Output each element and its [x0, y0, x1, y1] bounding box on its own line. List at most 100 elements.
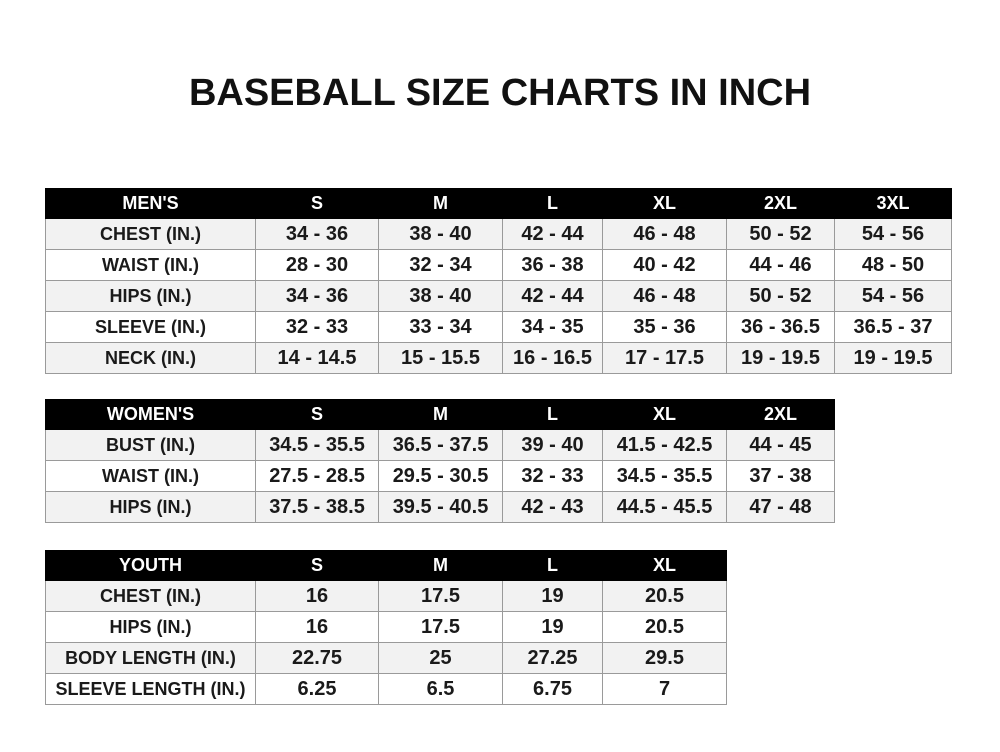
table-row: CHEST (IN.) 16 17.5 19 20.5	[45, 580, 727, 612]
measurement-cell: 19 - 19.5	[726, 342, 835, 374]
measurement-cell: 39 - 40	[502, 429, 603, 461]
table-row: HIPS (IN.) 37.5 - 38.5 39.5 - 40.5 42 - 43 4…	[45, 491, 835, 523]
measurement-cell: 47 - 48	[726, 491, 835, 523]
size-header: S	[255, 550, 379, 581]
measurement-cell: 27.5 - 28.5	[255, 460, 379, 492]
measurement-cell: 6.5	[378, 673, 503, 705]
size-header: L	[502, 550, 603, 581]
measurement-cell: 38 - 40	[378, 218, 503, 250]
measurement-cell: 34 - 35	[502, 311, 603, 343]
table-category-header: WOMEN'S	[45, 399, 256, 430]
measurement-cell: 36.5 - 37	[834, 311, 952, 343]
measurement-cell: 34 - 36	[255, 218, 379, 250]
size-header: M	[378, 188, 503, 219]
measurement-cell: 14 - 14.5	[255, 342, 379, 374]
size-header: S	[255, 188, 379, 219]
size-header: XL	[602, 188, 727, 219]
measurement-cell: 34 - 36	[255, 280, 379, 312]
measurement-cell: 17.5	[378, 611, 503, 643]
measurement-cell: 7	[602, 673, 727, 705]
measurement-cell: 16	[255, 580, 379, 612]
womens-size-table: WOMEN'S S M L XL 2XL BUST (IN.) 34.5 - 35.5 36.5…	[45, 399, 835, 523]
table-row: BUST (IN.) 34.5 - 35.5 36.5 - 37.5 39 - 40 4…	[45, 429, 835, 461]
measurement-cell: 39.5 - 40.5	[378, 491, 503, 523]
measurement-cell: 37.5 - 38.5	[255, 491, 379, 523]
row-label: HIPS (IN.)	[45, 491, 256, 523]
measurement-cell: 44.5 - 45.5	[602, 491, 727, 523]
measurement-cell: 50 - 52	[726, 218, 835, 250]
measurement-cell: 36.5 - 37.5	[378, 429, 503, 461]
header-row: YOUTH S M L XL	[45, 550, 727, 581]
measurement-cell: 19	[502, 580, 603, 612]
measurement-cell: 17 - 17.5	[602, 342, 727, 374]
measurement-cell: 41.5 - 42.5	[602, 429, 727, 461]
measurement-cell: 32 - 34	[378, 249, 503, 281]
row-label: SLEEVE (IN.)	[45, 311, 256, 343]
row-label: CHEST (IN.)	[45, 218, 256, 250]
measurement-cell: 6.75	[502, 673, 603, 705]
size-header: 2XL	[726, 188, 835, 219]
measurement-cell: 16	[255, 611, 379, 643]
measurement-cell: 19 - 19.5	[834, 342, 952, 374]
row-label: NECK (IN.)	[45, 342, 256, 374]
measurement-cell: 32 - 33	[255, 311, 379, 343]
table-row: WAIST (IN.) 27.5 - 28.5 29.5 - 30.5 32 - 33…	[45, 460, 835, 492]
measurement-cell: 29.5	[602, 642, 727, 674]
row-label: CHEST (IN.)	[45, 580, 256, 612]
measurement-cell: 44 - 46	[726, 249, 835, 281]
row-label: WAIST (IN.)	[45, 249, 256, 281]
measurement-cell: 22.75	[255, 642, 379, 674]
measurement-cell: 34.5 - 35.5	[255, 429, 379, 461]
measurement-cell: 17.5	[378, 580, 503, 612]
row-label: WAIST (IN.)	[45, 460, 256, 492]
table-row: CHEST (IN.) 34 - 36 38 - 40 42 - 44 46 - 48 5…	[45, 218, 952, 250]
measurement-cell: 42 - 44	[502, 280, 603, 312]
size-header: M	[378, 399, 503, 430]
measurement-cell: 54 - 56	[834, 218, 952, 250]
size-header: 2XL	[726, 399, 835, 430]
measurement-cell: 44 - 45	[726, 429, 835, 461]
table-row: HIPS (IN.) 16 17.5 19 20.5	[45, 611, 727, 643]
measurement-cell: 36 - 36.5	[726, 311, 835, 343]
table-row: WAIST (IN.) 28 - 30 32 - 34 36 - 38 40 - 42 4…	[45, 249, 952, 281]
measurement-cell: 19	[502, 611, 603, 643]
measurement-cell: 20.5	[602, 580, 727, 612]
measurement-cell: 15 - 15.5	[378, 342, 503, 374]
measurement-cell: 38 - 40	[378, 280, 503, 312]
size-header: XL	[602, 399, 727, 430]
measurement-cell: 42 - 44	[502, 218, 603, 250]
measurement-cell: 36 - 38	[502, 249, 603, 281]
measurement-cell: 28 - 30	[255, 249, 379, 281]
row-label: HIPS (IN.)	[45, 280, 256, 312]
table-category-header: MEN'S	[45, 188, 256, 219]
measurement-cell: 37 - 38	[726, 460, 835, 492]
measurement-cell: 29.5 - 30.5	[378, 460, 503, 492]
measurement-cell: 46 - 48	[602, 280, 727, 312]
size-header: XL	[602, 550, 727, 581]
header-row: MEN'S S M L XL 2XL 3XL	[45, 188, 952, 219]
size-header: 3XL	[834, 188, 952, 219]
measurement-cell: 16 - 16.5	[502, 342, 603, 374]
measurement-cell: 34.5 - 35.5	[602, 460, 727, 492]
measurement-cell: 25	[378, 642, 503, 674]
row-label: BODY LENGTH (IN.)	[45, 642, 256, 674]
measurement-cell: 54 - 56	[834, 280, 952, 312]
header-row: WOMEN'S S M L XL 2XL	[45, 399, 835, 430]
row-label: BUST (IN.)	[45, 429, 256, 461]
measurement-cell: 40 - 42	[602, 249, 727, 281]
measurement-cell: 35 - 36	[602, 311, 727, 343]
measurement-cell: 27.25	[502, 642, 603, 674]
measurement-cell: 48 - 50	[834, 249, 952, 281]
size-header: L	[502, 399, 603, 430]
youth-size-table: YOUTH S M L XL CHEST (IN.) 16 17.5 19 20.5 HIPS (I…	[45, 550, 727, 705]
measurement-cell: 6.25	[255, 673, 379, 705]
measurement-cell: 20.5	[602, 611, 727, 643]
size-header: M	[378, 550, 503, 581]
table-row: HIPS (IN.) 34 - 36 38 - 40 42 - 44 46 - 48 50…	[45, 280, 952, 312]
page-title: BASEBALL SIZE CHARTS IN INCH	[188, 72, 812, 114]
measurement-cell: 33 - 34	[378, 311, 503, 343]
measurement-cell: 50 - 52	[726, 280, 835, 312]
size-header: L	[502, 188, 603, 219]
measurement-cell: 32 - 33	[502, 460, 603, 492]
table-row: SLEEVE LENGTH (IN.) 6.25 6.5 6.75 7	[45, 673, 727, 705]
